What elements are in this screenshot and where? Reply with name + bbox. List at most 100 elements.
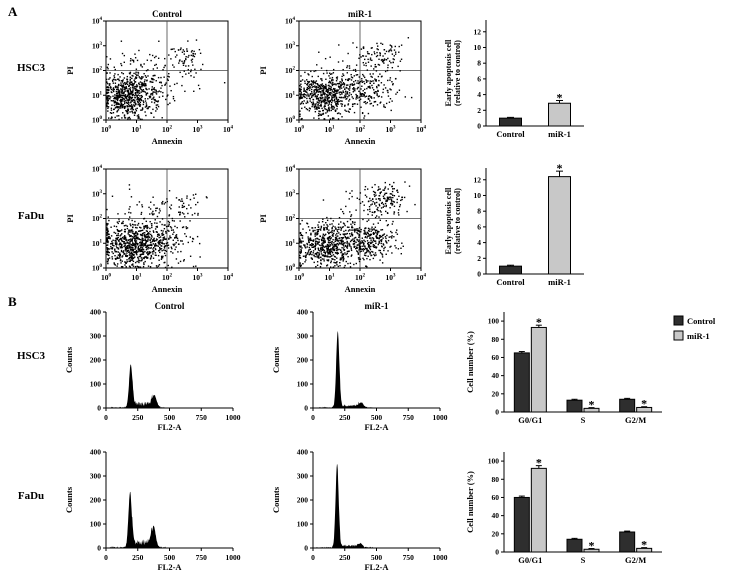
svg-text:0: 0: [495, 408, 499, 417]
svg-text:101: 101: [325, 125, 336, 134]
svg-text:0: 0: [477, 270, 481, 279]
flow-scatter-fadu-control: 100 100 101 101 102 102 103 103 104 104 Annexin PI: [62, 156, 237, 302]
svg-text:2: 2: [477, 106, 481, 115]
svg-text:100: 100: [294, 125, 305, 134]
svg-text:103: 103: [386, 125, 397, 134]
svg-text:103: 103: [92, 189, 103, 198]
svg-text:10: 10: [474, 191, 482, 200]
cell-line-label: HSC3: [16, 62, 46, 74]
cellcycle-bar-fadu: 0 20 40 60 80 100 * G0/G1 * S * G2/M Cell number (%): [464, 440, 726, 578]
svg-text:*: *: [589, 539, 595, 553]
svg-text:100: 100: [297, 380, 309, 389]
svg-text:20: 20: [492, 389, 500, 398]
svg-text:Control: Control: [496, 129, 525, 139]
row-hsc3-apoptosis: HSC3 100 100 101 101 102 102 103 103 104 104 Contr…: [0, 8, 594, 154]
svg-text:4: 4: [477, 90, 481, 99]
svg-text:100: 100: [488, 317, 500, 326]
svg-text:1000: 1000: [433, 553, 448, 562]
svg-text:FL2-A: FL2-A: [364, 422, 389, 432]
svg-text:101: 101: [132, 125, 143, 134]
svg-text:0: 0: [97, 544, 101, 553]
svg-text:Counts: Counts: [271, 346, 281, 373]
svg-text:0: 0: [311, 553, 315, 562]
svg-text:100: 100: [488, 457, 500, 466]
svg-text:500: 500: [164, 553, 176, 562]
svg-text:102: 102: [355, 273, 366, 282]
cell-line-label: FaDu: [17, 490, 45, 502]
panel-a-label: A: [8, 4, 18, 19]
svg-text:PI: PI: [258, 66, 268, 75]
svg-text:(relative to control): (relative to control): [453, 188, 462, 254]
svg-text:2: 2: [477, 254, 481, 263]
svg-text:0: 0: [304, 544, 308, 553]
svg-text:miR-1: miR-1: [548, 129, 571, 139]
svg-text:300: 300: [90, 472, 102, 481]
svg-text:104: 104: [416, 273, 427, 282]
row-fadu-cellcycle: FaDu 0 100 200 300 400 0 250 500 750 1000 FL2-A Cou…: [0, 440, 726, 578]
row-hsc3-cellcycle: HSC3 0 100 200 300 400 0 250 500 750 1000 Control F…: [0, 300, 726, 438]
svg-text:20: 20: [492, 529, 500, 538]
svg-text:6: 6: [477, 222, 481, 231]
svg-text:Counts: Counts: [271, 486, 281, 513]
svg-text:PI: PI: [65, 66, 75, 75]
svg-text:500: 500: [164, 413, 176, 422]
svg-text:Annexin: Annexin: [152, 136, 183, 146]
svg-text:750: 750: [196, 413, 208, 422]
svg-text:*: *: [589, 398, 595, 412]
svg-text:8: 8: [477, 207, 481, 216]
svg-text:Counts: Counts: [64, 346, 74, 373]
svg-text:250: 250: [132, 553, 144, 562]
svg-text:101: 101: [92, 91, 103, 100]
flow-scatter-hsc3-mir1: 100 100 101 101 102 102 103 103 104 104 miR-1 Annex…: [255, 8, 430, 154]
svg-text:1000: 1000: [226, 413, 241, 422]
svg-text:102: 102: [355, 125, 366, 134]
svg-text:0: 0: [104, 553, 108, 562]
svg-text:300: 300: [297, 472, 309, 481]
svg-text:250: 250: [339, 413, 351, 422]
svg-text:103: 103: [386, 273, 397, 282]
svg-text:Annexin: Annexin: [345, 284, 376, 294]
svg-text:104: 104: [92, 165, 103, 174]
svg-text:100: 100: [101, 273, 112, 282]
svg-text:100: 100: [101, 125, 112, 134]
svg-text:250: 250: [132, 413, 144, 422]
cellcycle-hist-hsc3-control: 0 100 200 300 400 0 250 500 750 1000 Control FL2-A C…: [62, 300, 247, 438]
svg-text:103: 103: [193, 273, 204, 282]
svg-text:0: 0: [495, 548, 499, 557]
svg-text:102: 102: [92, 214, 103, 223]
svg-text:S: S: [581, 555, 586, 565]
svg-text:0: 0: [97, 404, 101, 413]
svg-text:750: 750: [196, 553, 208, 562]
svg-text:*: *: [557, 90, 563, 104]
svg-text:400: 400: [297, 448, 309, 457]
svg-text:200: 200: [90, 496, 102, 505]
svg-text:101: 101: [132, 273, 143, 282]
svg-text:FL2-A: FL2-A: [157, 562, 182, 572]
svg-text:Counts: Counts: [64, 486, 74, 513]
svg-text:4: 4: [477, 238, 481, 247]
svg-text:8: 8: [477, 59, 481, 68]
cell-line-label: FaDu: [17, 210, 45, 222]
svg-text:101: 101: [325, 273, 336, 282]
svg-text:101: 101: [285, 91, 296, 100]
cellcycle-hist-fadu-mir1: 0 100 200 300 400 0 250 500 750 1000 FL2-A Counts: [269, 440, 454, 578]
apoptosis-bar-hsc3: 0 2 4 6 8 10 12 Control * miR-1 Early apoptosis ce…: [444, 8, 594, 154]
svg-text:60: 60: [492, 353, 500, 362]
svg-text:400: 400: [90, 308, 102, 317]
svg-text:10: 10: [474, 43, 482, 52]
svg-text:G2/M: G2/M: [625, 415, 646, 425]
svg-text:FL2-A: FL2-A: [157, 422, 182, 432]
svg-text:0: 0: [304, 404, 308, 413]
svg-text:*: *: [641, 538, 647, 552]
svg-text:400: 400: [297, 308, 309, 317]
svg-text:103: 103: [92, 41, 103, 50]
svg-text:300: 300: [90, 332, 102, 341]
svg-text:104: 104: [223, 125, 234, 134]
svg-text:104: 104: [285, 17, 296, 26]
svg-text:(relative to control): (relative to control): [453, 40, 462, 106]
svg-text:750: 750: [403, 553, 415, 562]
cell-line-label: HSC3: [16, 350, 46, 362]
svg-text:40: 40: [492, 511, 500, 520]
svg-text:1000: 1000: [226, 553, 241, 562]
svg-text:104: 104: [223, 273, 234, 282]
